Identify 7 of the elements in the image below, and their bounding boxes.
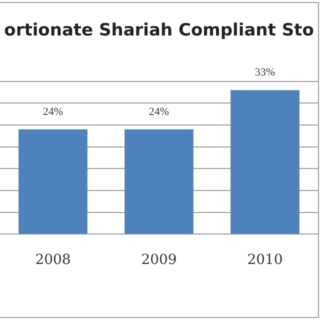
data-label: 24% [148, 106, 170, 118]
data-label: 24% [42, 106, 64, 118]
data-label: 33% [254, 66, 276, 79]
x-tick-label: 2009 [141, 252, 177, 268]
x-tick-label: 2010 [247, 252, 283, 268]
chart-title: ortionate Shariah Compliant Sto [4, 20, 314, 41]
x-tick-label: 2008 [35, 252, 71, 268]
